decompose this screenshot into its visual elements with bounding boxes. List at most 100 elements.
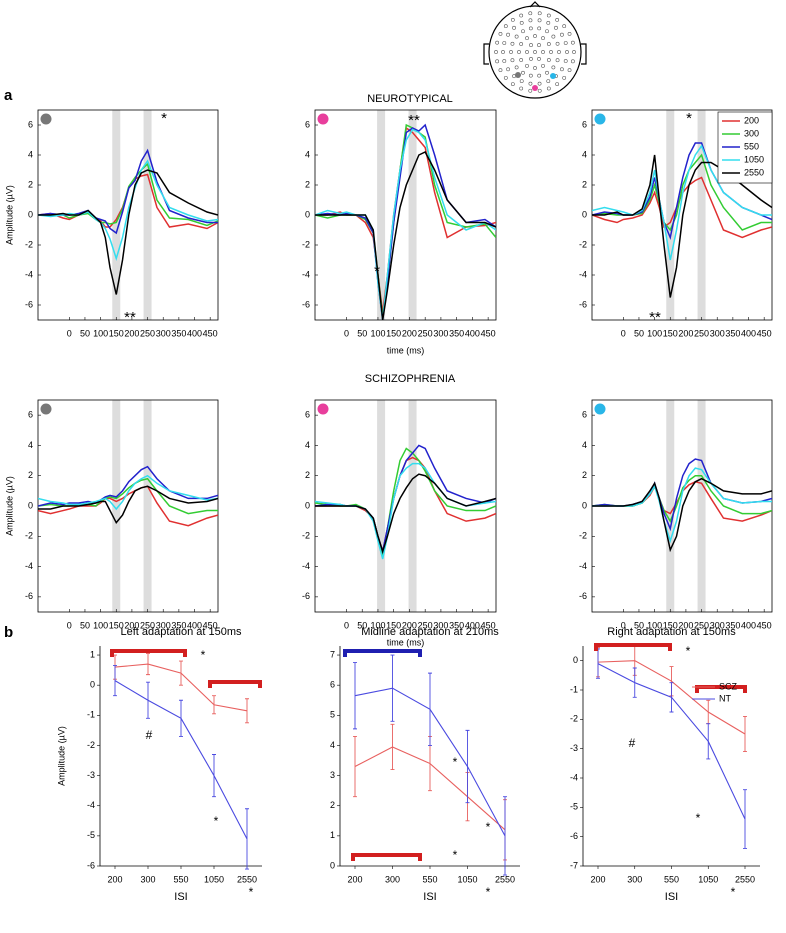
annotation: # [146,728,153,742]
x-tick-label: 350 [171,620,186,630]
y-tick-label: 6 [28,119,33,129]
highlight-band [408,110,417,320]
electrode-marker [40,113,52,125]
x-axis-label: ISI [665,891,678,903]
y-tick-label: -7 [570,860,578,870]
y-tick-label: 4 [305,440,310,450]
y-tick-label: -6 [25,299,33,309]
annotation: * [161,110,167,127]
electrode [541,50,545,54]
electrode-highlight [515,72,521,78]
y-tick-label: 0 [28,500,33,510]
electrode [562,24,567,29]
series-line [315,126,496,313]
y-tick-label: 6 [305,119,310,129]
y-tick-label: 2 [28,179,33,189]
x-tick-label: 0 [344,328,349,338]
x-tick-label: 400 [465,328,480,338]
electrode [537,11,542,16]
error-bar [743,715,747,753]
electrode [565,50,569,54]
x-tick-label: 200 [107,874,122,884]
significance-bracket [594,643,672,651]
y-tick-label: 2 [28,470,33,480]
electrode [514,34,519,39]
legend-label: 200 [744,115,759,125]
x-tick-label: 1050 [457,874,477,884]
legend-label: SCZ [719,681,738,691]
x-tick-label: 450 [757,620,772,630]
electrode [546,20,551,25]
electrode [528,81,533,86]
panel-label: b [4,624,13,641]
error-bar [179,699,183,737]
electrode [557,50,561,54]
highlight-band [697,110,706,320]
x-tick-label: 350 [725,620,740,630]
x-tick-label: 400 [187,328,202,338]
electrode [503,24,508,29]
electrode [572,50,576,54]
electrode [567,68,572,73]
electrode-marker [594,113,606,125]
electrode [495,59,500,64]
x-tick-label: 2550 [237,874,257,884]
x-tick-label: 400 [741,620,756,630]
electrode [551,34,556,39]
x-tick-label: 200 [678,328,693,338]
error-bar [245,698,249,724]
electrode [562,75,567,80]
x-tick-label: 150 [386,328,401,338]
y-tick-label: 7 [330,649,335,659]
y-tick-label: -4 [579,561,587,571]
subplot: 0 50 100 150 200 250 300 350 400 450 -6 -4 -2 0 2 4 6 tim… [302,109,497,355]
electrode [554,25,558,30]
y-tick-label: -2 [302,239,310,249]
electrode [537,18,542,23]
significance-bracket [110,649,187,657]
y-axis-label: Amplitude (µV) [56,726,66,786]
series-line [38,465,218,507]
significance-bracket [351,853,422,861]
series-line [315,447,496,557]
x-tick-label: 100 [93,328,108,338]
y-tick-label: 2 [582,470,587,480]
y-tick-label: 3 [330,770,335,780]
electrode [537,57,541,61]
error-bar [743,789,747,849]
x-tick-label: 550 [173,874,188,884]
electrode [498,68,503,73]
x-tick-label: 50 [80,620,90,630]
significance-bracket [695,685,747,693]
annotation: * [686,644,691,658]
x-tick-label: 200 [402,328,417,338]
x-tick-label: 100 [647,620,662,630]
x-tick-label: 550 [664,874,679,884]
x-tick-label: 250 [418,328,433,338]
y-axis-label: Amplitude (µV) [4,185,14,245]
x-tick-label: 300 [385,874,400,884]
electrode-highlight [550,73,556,79]
electrode [528,73,533,78]
series-line [315,462,496,560]
panel-label: a [4,87,13,104]
legend-label: NT [719,693,731,703]
x-tick-label: 200 [347,874,362,884]
legend-label: 1050 [744,154,764,164]
electrode [514,65,519,70]
series-line [315,128,496,320]
annotation: ** [408,112,420,129]
electrode [509,50,513,54]
series-line [315,473,496,554]
x-tick-label: 550 [422,874,437,884]
electrode [494,50,498,54]
y-tick-label: 4 [28,440,33,450]
x-tick-label: 250 [140,620,155,630]
y-tick-label: -4 [570,772,578,782]
error-bar [669,682,674,713]
x-tick-label: 2550 [735,874,755,884]
electrode [517,50,521,54]
legend-label: 300 [744,128,759,138]
